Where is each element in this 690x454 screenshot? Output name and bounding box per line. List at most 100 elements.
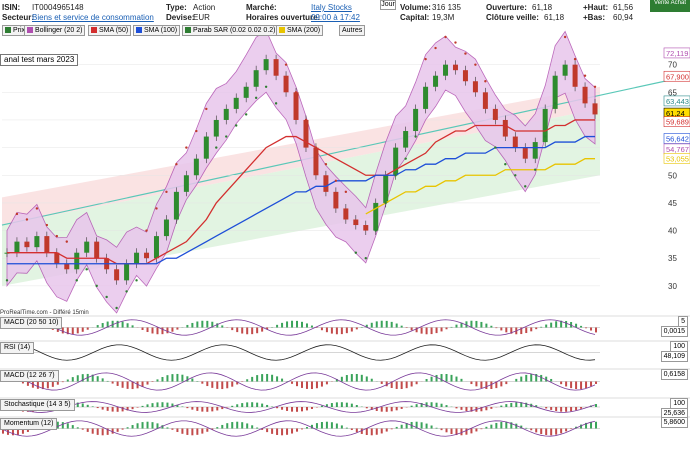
- histogram-bar: [66, 423, 69, 429]
- histogram-bar: [121, 428, 124, 430]
- histogram-bar: [126, 427, 129, 429]
- histogram-bar: [535, 428, 538, 433]
- indicator-label[interactable]: Stochastique (14 3 5): [0, 399, 75, 411]
- histogram-bar: [470, 320, 473, 328]
- market-link[interactable]: Italy Stocks: [311, 3, 352, 12]
- histogram-bar: [171, 403, 174, 407]
- histogram-bar: [485, 407, 488, 411]
- histogram-bar: [301, 381, 303, 388]
- legend-item-1[interactable]: Bollinger (20 2): [24, 25, 86, 36]
- histogram-bar: [520, 327, 523, 335]
- hours-link[interactable]: 09:00 à 17:42: [311, 13, 360, 22]
- sma-line-0: [6, 119, 596, 265]
- type-value: Action: [193, 3, 216, 12]
- legend-item-2[interactable]: SMA (50): [88, 25, 132, 36]
- legend-item-5[interactable]: SMA (200): [276, 25, 324, 36]
- legend-label: Bollinger (20 2): [35, 27, 83, 34]
- histogram-bar: [345, 427, 348, 429]
- histogram-bar: [156, 402, 159, 407]
- histogram-bar: [575, 407, 578, 411]
- histogram-bar: [301, 407, 303, 412]
- histogram-bar: [515, 402, 518, 407]
- histogram-bar: [156, 327, 159, 335]
- parabolic-sar-dot: [254, 96, 258, 100]
- parabolic-sar-dot: [125, 290, 128, 293]
- histogram-bar: [535, 405, 538, 407]
- histogram-bar: [380, 320, 383, 328]
- indicator-label[interactable]: MACD (12 26 7): [0, 370, 59, 382]
- histogram-bar: [460, 322, 463, 328]
- legend-item-4[interactable]: Parab SAR (0.02 0.02 0.2): [182, 25, 279, 36]
- histogram-bar: [475, 428, 478, 432]
- histogram-bar: [530, 374, 533, 382]
- sector-link[interactable]: Biens et service de consommation: [32, 13, 154, 22]
- price-tag-value: 53,055: [666, 154, 689, 163]
- histogram-bar: [560, 320, 563, 328]
- histogram-bar: [370, 407, 373, 410]
- histogram-bar: [480, 428, 483, 430]
- histogram-bar: [570, 322, 573, 328]
- candle-body: [273, 59, 279, 76]
- price-tag-box: [663, 133, 690, 144]
- candle-body: [532, 142, 538, 159]
- histogram-bar: [525, 402, 528, 407]
- candle-body: [153, 236, 159, 259]
- histogram-bar: [590, 421, 593, 429]
- sma-line-2: [365, 158, 596, 215]
- indicator-label[interactable]: Momentum (12): [0, 418, 58, 430]
- histogram-bar: [420, 422, 423, 429]
- histogram-bar: [590, 381, 593, 387]
- histogram-bar: [171, 428, 174, 430]
- candle-body: [14, 241, 20, 253]
- parabolic-sar-dot: [35, 207, 39, 210]
- candle-body: [144, 252, 150, 259]
- histogram-bar: [211, 428, 214, 430]
- histogram-bar: [470, 428, 473, 434]
- histogram-bar: [405, 327, 408, 329]
- histogram-bar: [166, 375, 169, 382]
- histogram-bar: [380, 407, 383, 412]
- histogram-bar: [166, 402, 169, 407]
- indicator-value: 5,8600: [660, 417, 688, 428]
- histogram-bar: [465, 407, 468, 412]
- histogram-bar: [246, 379, 249, 382]
- candle-body: [84, 241, 90, 253]
- candle-body: [452, 64, 458, 71]
- histogram-bar: [151, 403, 154, 407]
- histogram-bar: [510, 402, 513, 407]
- legend-item-6[interactable]: Autres: [339, 25, 366, 36]
- candle-body: [343, 208, 349, 220]
- histogram-bar: [146, 381, 149, 385]
- period-button[interactable]: Jour: [380, 0, 396, 10]
- candle-body: [552, 75, 558, 109]
- candle-body: [54, 252, 60, 264]
- histogram-bar: [330, 327, 333, 334]
- candle-body: [363, 225, 369, 231]
- histogram-bar: [580, 424, 583, 429]
- legend-swatch-icon: [5, 27, 11, 34]
- indicator-label[interactable]: RSI (14): [0, 342, 35, 354]
- legend-swatch-icon: [279, 27, 285, 34]
- sell-buy-button[interactable]: Vente Achat: [650, 0, 690, 12]
- histogram-bar: [231, 327, 234, 331]
- histogram-bar: [251, 327, 254, 335]
- histogram-bar: [385, 320, 388, 328]
- histogram-bar: [76, 327, 79, 334]
- histogram-bar: [186, 376, 189, 382]
- histogram-bar: [440, 403, 443, 407]
- histogram-bar: [171, 327, 174, 332]
- histogram-bar: [206, 320, 209, 328]
- histogram-bar: [146, 421, 149, 429]
- parabolic-sar-dot: [155, 207, 158, 210]
- legend-item-3[interactable]: SMA (100): [133, 25, 181, 36]
- candle-body: [303, 119, 309, 148]
- price-tag-value: 54,767: [666, 145, 689, 154]
- histogram-bar: [565, 407, 568, 412]
- indicator-label[interactable]: MACD (20 50 10): [0, 317, 63, 329]
- histogram-bar: [365, 407, 368, 409]
- histogram-bar: [550, 322, 553, 328]
- histogram-bar: [156, 423, 159, 429]
- histogram-bar: [106, 428, 109, 435]
- histogram-bar: [320, 422, 323, 429]
